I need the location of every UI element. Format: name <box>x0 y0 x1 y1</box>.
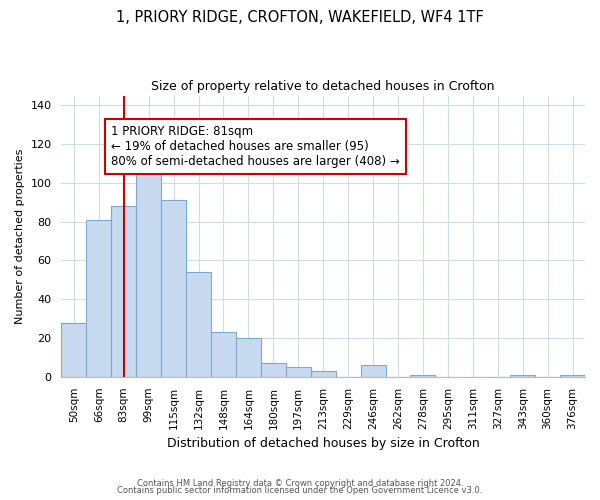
Title: Size of property relative to detached houses in Crofton: Size of property relative to detached ho… <box>151 80 495 93</box>
Bar <box>410 375 436 377</box>
Bar <box>560 375 585 377</box>
Bar <box>311 371 335 377</box>
X-axis label: Distribution of detached houses by size in Crofton: Distribution of detached houses by size … <box>167 437 479 450</box>
Bar <box>236 338 261 377</box>
Bar <box>361 365 386 377</box>
Bar <box>136 158 161 377</box>
Bar <box>261 363 286 377</box>
Text: Contains public sector information licensed under the Open Government Licence v3: Contains public sector information licen… <box>118 486 482 495</box>
Bar <box>86 220 111 377</box>
Text: 1 PRIORY RIDGE: 81sqm
← 19% of detached houses are smaller (95)
80% of semi-deta: 1 PRIORY RIDGE: 81sqm ← 19% of detached … <box>111 124 400 168</box>
Bar <box>61 322 86 377</box>
Bar <box>111 206 136 377</box>
Y-axis label: Number of detached properties: Number of detached properties <box>15 148 25 324</box>
Bar <box>510 375 535 377</box>
Bar <box>186 272 211 377</box>
Bar <box>161 200 186 377</box>
Text: Contains HM Land Registry data © Crown copyright and database right 2024.: Contains HM Land Registry data © Crown c… <box>137 478 463 488</box>
Bar <box>211 332 236 377</box>
Text: 1, PRIORY RIDGE, CROFTON, WAKEFIELD, WF4 1TF: 1, PRIORY RIDGE, CROFTON, WAKEFIELD, WF4… <box>116 10 484 25</box>
Bar <box>286 367 311 377</box>
